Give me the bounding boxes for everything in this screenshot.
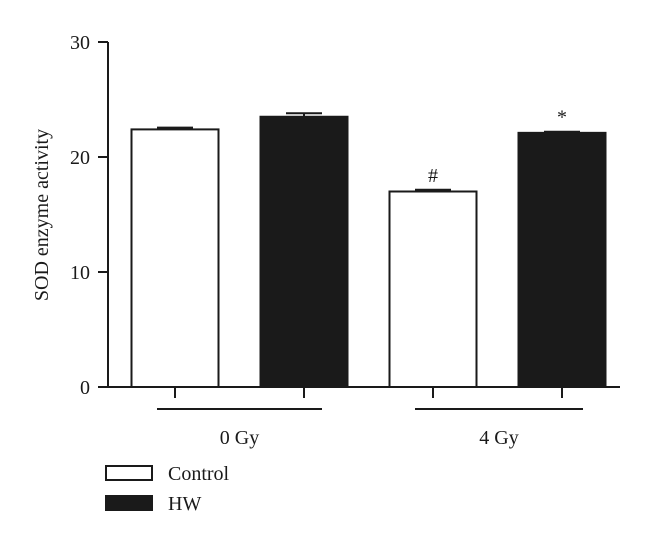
y-axis-label: SOD enzyme activity <box>31 129 53 301</box>
group-axis: 0 Gy 4 Gy <box>157 408 583 449</box>
y-tick-label: 20 <box>70 147 90 169</box>
legend-swatch-hw <box>105 495 153 511</box>
bar-hw-0 <box>259 115 349 388</box>
bars: #* <box>130 107 607 398</box>
bar-control-1 <box>388 190 478 388</box>
y-tick-label: 30 <box>70 32 90 54</box>
legend-label: HW <box>168 493 201 515</box>
legend-label: Control <box>168 463 230 485</box>
legend-swatch-control <box>105 465 153 481</box>
y-tick-label: 10 <box>70 262 90 284</box>
group-label: 4 Gy <box>479 427 518 449</box>
group-label: 0 Gy <box>220 427 259 449</box>
y-tick-label: 0 <box>80 377 90 399</box>
significance-marker: # <box>428 165 438 187</box>
bar-hw-1 <box>517 131 607 388</box>
bar-control-0 <box>130 128 220 388</box>
significance-marker: * <box>557 107 567 129</box>
legend: Control HW <box>105 463 230 515</box>
